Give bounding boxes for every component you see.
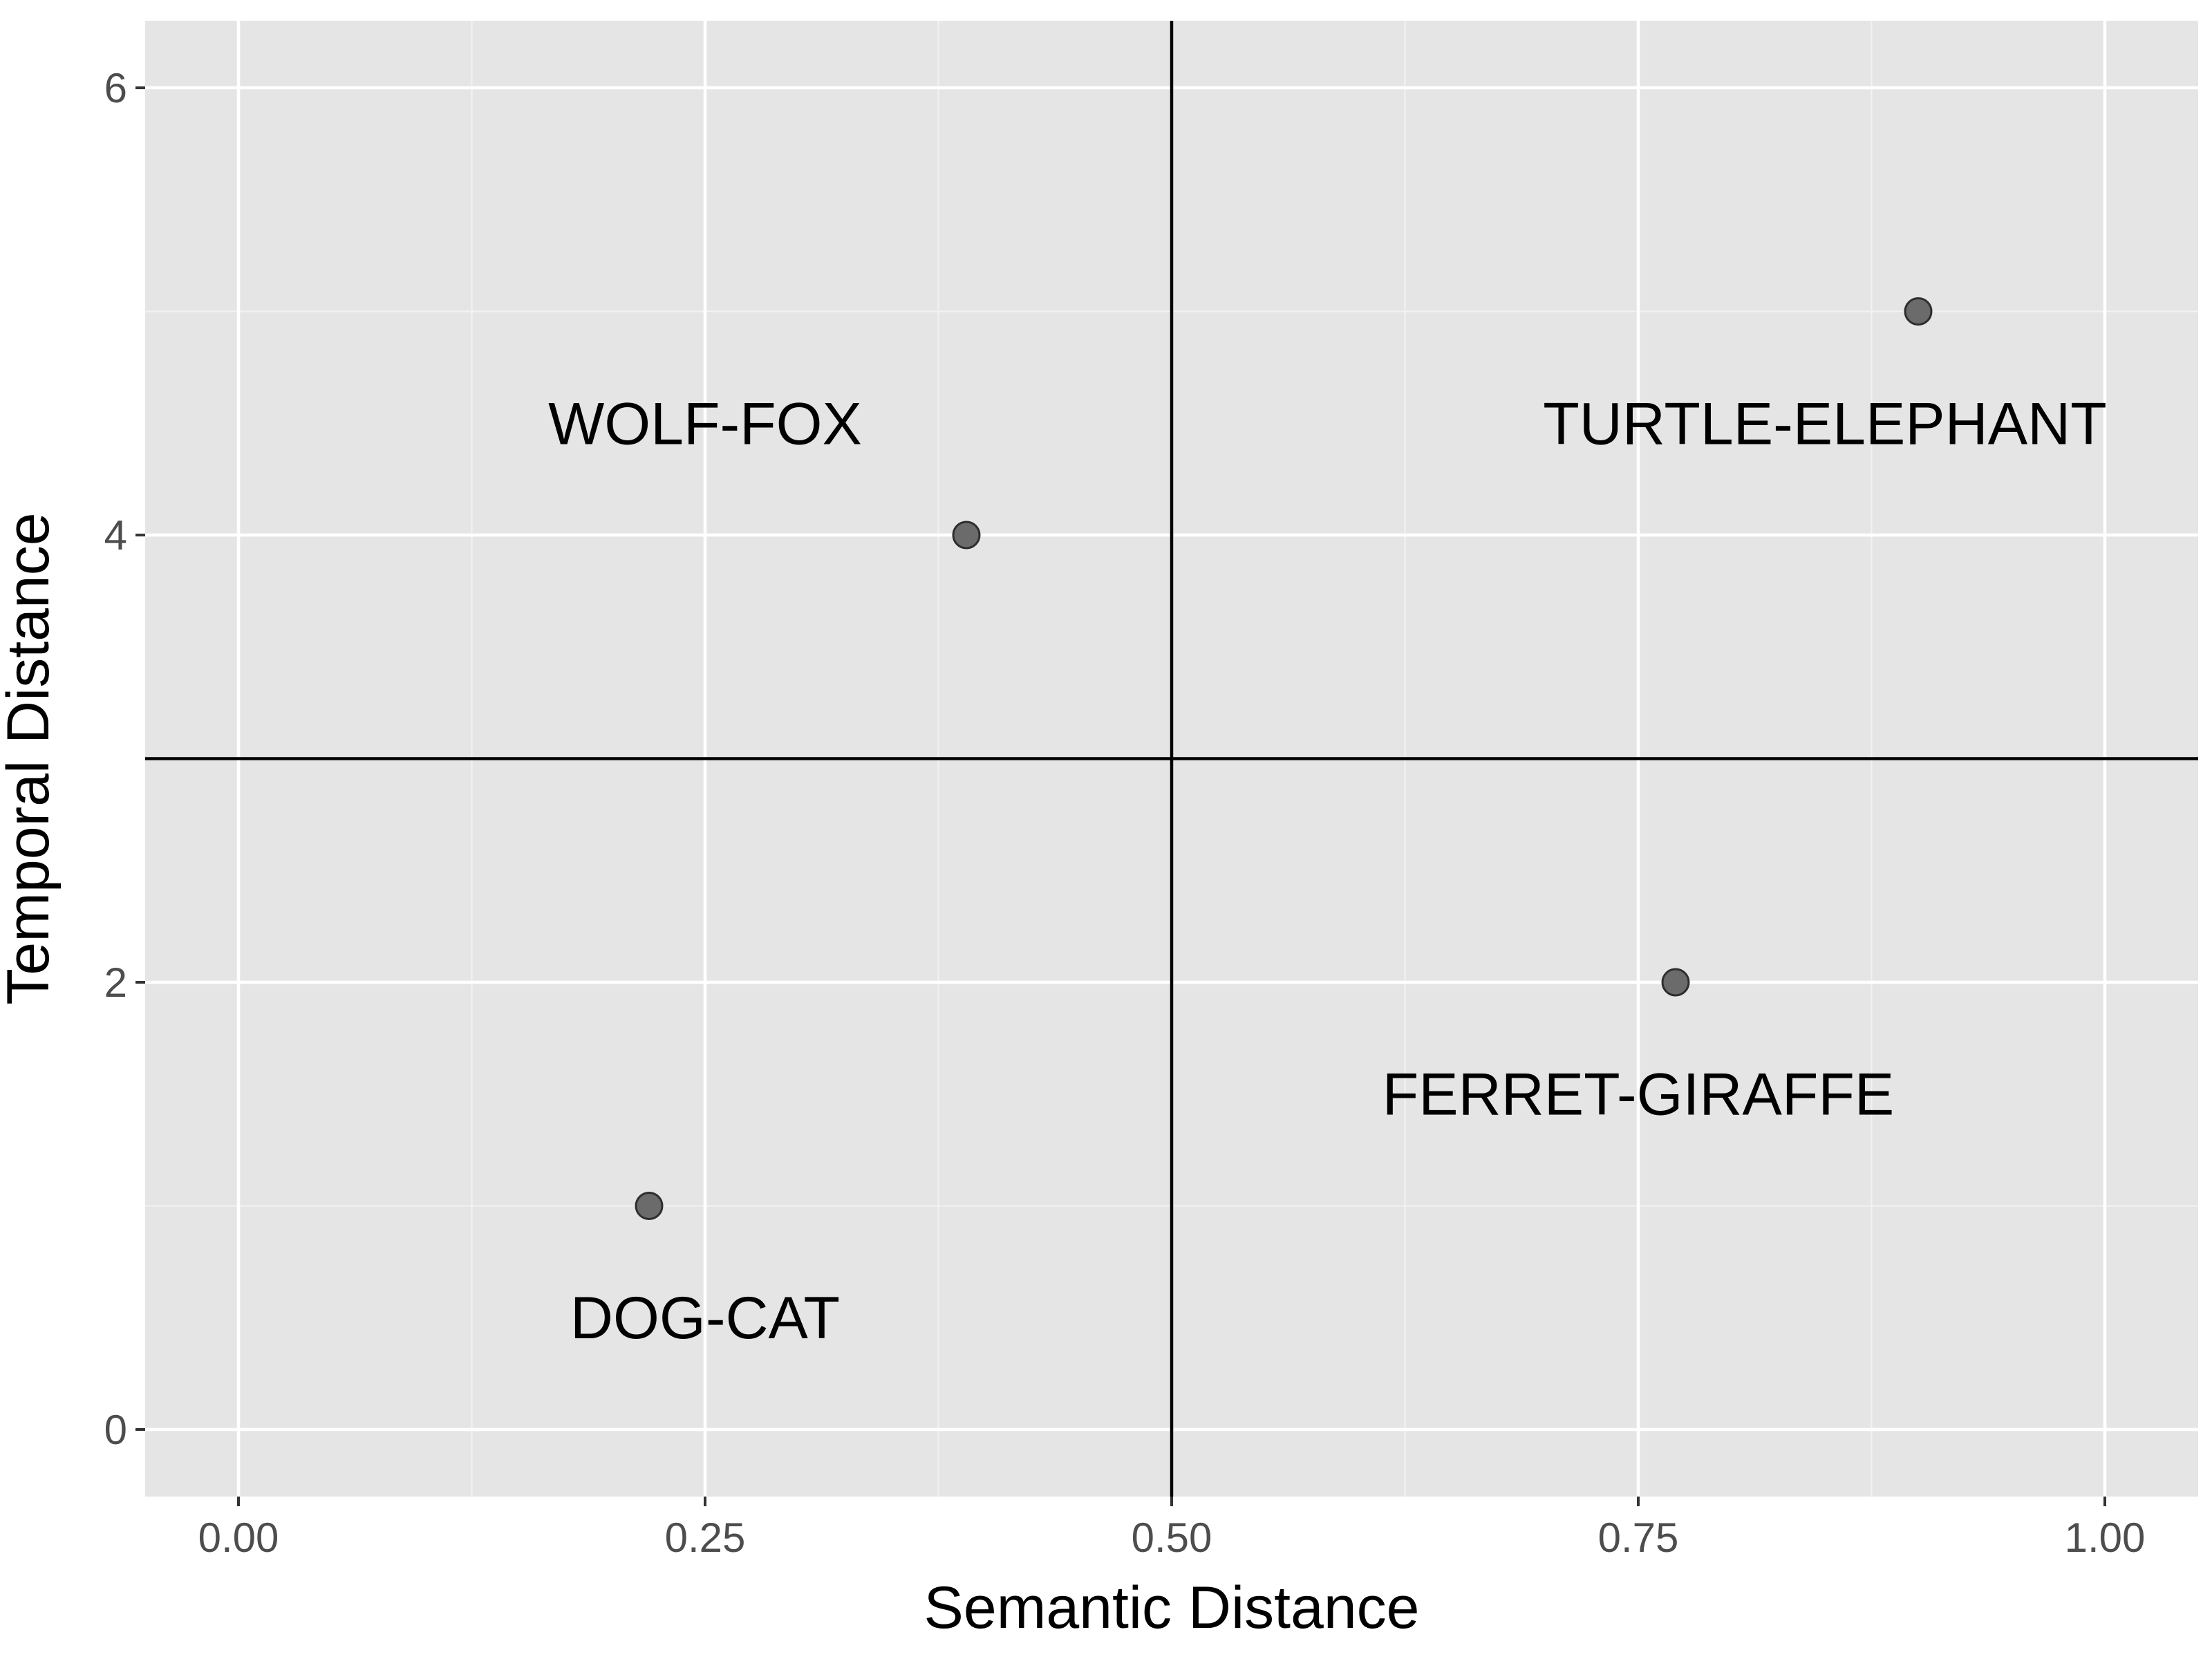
x-axis-title: Semantic Distance: [924, 1575, 1420, 1641]
x-axis: 0.00 0.25 0.50 0.75 1.00: [198, 1497, 2146, 1561]
y-tick-label: 4: [104, 512, 127, 559]
annotation-label: DOG-CAT: [570, 1285, 840, 1351]
x-tick-label: 0.50: [1132, 1515, 1212, 1561]
y-tick-label: 2: [104, 959, 127, 1006]
x-tick-label: 0.25: [665, 1515, 746, 1561]
annotation-label: WOLF-FOX: [548, 391, 862, 457]
y-axis-title: Temporal Distance: [0, 512, 62, 1004]
x-tick-label: 1.00: [2065, 1515, 2146, 1561]
x-tick-label: 0.00: [198, 1515, 279, 1561]
annotation-label: TURTLE-ELEPHANT: [1543, 391, 2107, 457]
x-tick-label: 0.75: [1598, 1515, 1679, 1561]
data-point: [952, 521, 981, 550]
data-point: [635, 1191, 664, 1220]
reference-lines: [145, 21, 2198, 1497]
y-tick-label: 6: [104, 65, 127, 111]
annotation-label: FERRET-GIRAFFE: [1382, 1062, 1895, 1128]
y-axis: 0 2 4 6: [104, 65, 145, 1453]
data-point: [1904, 297, 1933, 326]
y-tick-label: 0: [104, 1407, 127, 1453]
data-point: [1661, 968, 1690, 997]
data-points: [635, 297, 1933, 1220]
annotations: WOLF-FOX TURTLE-ELEPHANT FERRET-GIRAFFE DOG…: [548, 391, 2107, 1351]
